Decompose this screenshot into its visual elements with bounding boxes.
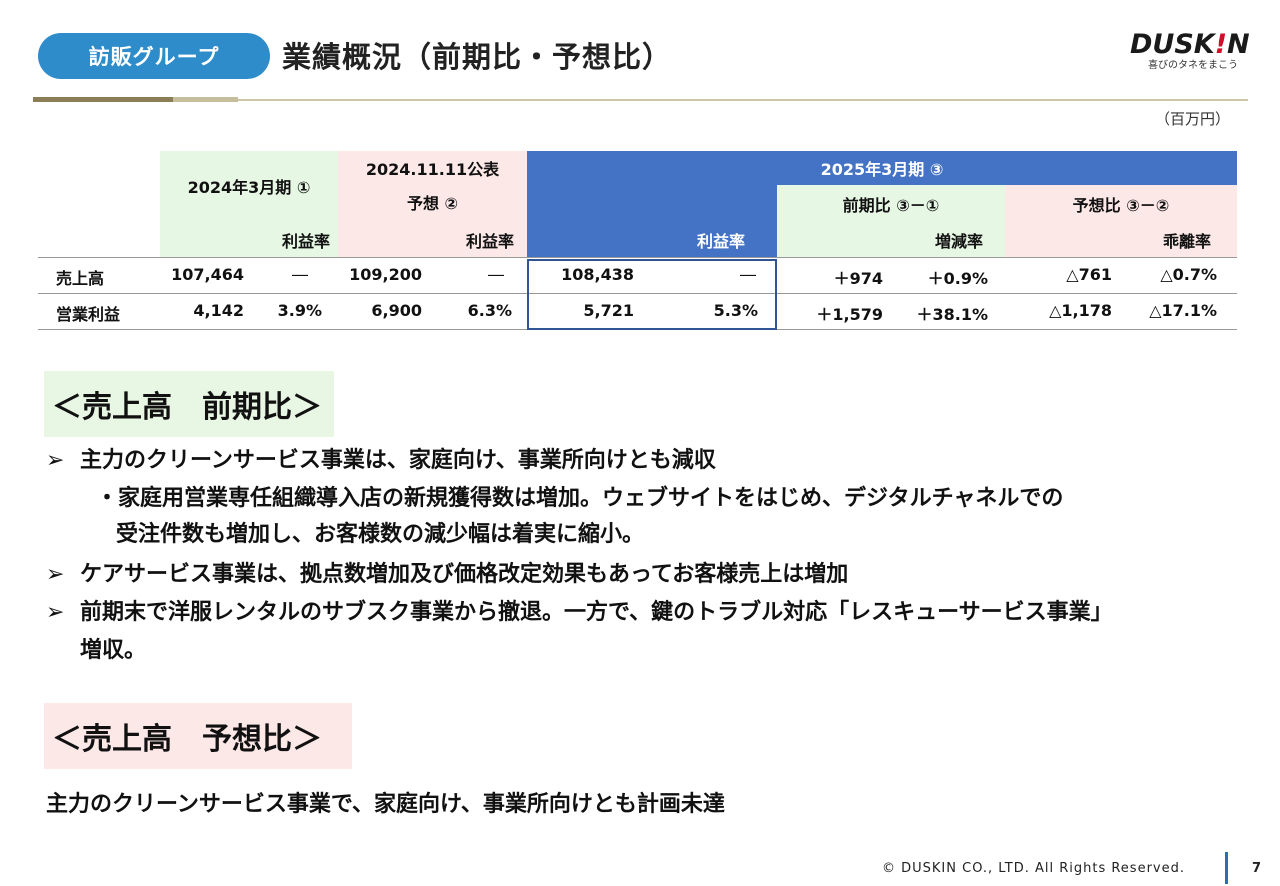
copyright: © DUSKIN CO., LTD. All Rights Reserved. — [882, 861, 1185, 876]
arrow-bullet-icon: ➢ — [46, 448, 65, 473]
header-rule-dark — [33, 97, 173, 102]
cell-yoy-rate: ＋38.1% — [916, 305, 988, 324]
row-label: 営業利益 — [56, 305, 121, 324]
duskin-logo: DUSK!N 喜びのタネをまこう — [1130, 30, 1250, 74]
performance-table: 2024年3月期 ① 2024.11.11公表 予想 ② 2025年3月期 ③ … — [38, 151, 1237, 331]
row-label: 売上高 — [56, 269, 105, 288]
cell-2024-margin: ― — [292, 265, 308, 284]
section-heading-yoy: ＜売上高 前期比＞ — [44, 371, 334, 437]
cell-fc-rate: △17.1% — [1149, 301, 1217, 320]
cell-2025-margin: ― — [740, 265, 756, 284]
header-rule-mid — [173, 97, 238, 102]
section-heading-vs-forecast: ＜売上高 予想比＞ — [44, 703, 352, 769]
page-title: 業績概況（前期比・予想比） — [282, 40, 673, 74]
logo-tagline: 喜びのタネをまこう — [1148, 60, 1238, 71]
cell-2024-margin: 3.9% — [277, 301, 322, 320]
cell-yoy-rate: ＋0.9% — [927, 269, 988, 288]
arrow-bullet-icon: ➢ — [46, 562, 65, 587]
cell-yoy-value: ＋1,579 — [816, 305, 883, 324]
bullet-subitem: ・家庭用営業専任組織導入店の新規獲得数は増加。ウェブサイトをはじめ、デジタルチャ… — [96, 486, 1064, 511]
header-rule-thin — [238, 99, 1248, 101]
row-divider — [38, 257, 1237, 258]
bullet-item-cont: 増収。 — [80, 638, 147, 663]
cell-yoy-value: ＋974 — [833, 269, 883, 288]
cell-fc-value: △761 — [1066, 265, 1112, 284]
cell-2024-value: 4,142 — [193, 301, 244, 320]
cell-forecast-value: 109,200 — [349, 265, 422, 284]
arrow-bullet-icon: ➢ — [46, 600, 65, 625]
subheader-margin-2024: 利益率 — [281, 232, 330, 251]
cell-forecast-margin: 6.3% — [467, 301, 512, 320]
cell-2024-value: 107,464 — [171, 265, 244, 284]
group-label-pill: 訪販グループ — [38, 33, 270, 79]
header-yoy: 前期比 ③－① — [842, 196, 940, 215]
subheader-change-rate: 増減率 — [934, 232, 983, 251]
subheader-margin-2025: 利益率 — [696, 232, 745, 251]
row-divider — [38, 293, 1237, 294]
header-vs-forecast: 予想比 ③－② — [1072, 196, 1170, 215]
header-2024: 2024年3月期 ① — [187, 178, 311, 197]
header-forecast-line2: 予想 ② — [406, 194, 459, 213]
cell-2025-value: 5,721 — [583, 301, 634, 320]
footer-divider — [1225, 852, 1228, 884]
cell-fc-value: △1,178 — [1049, 301, 1112, 320]
bullet-item: ➢ ケアサービス事業は、拠点数増加及び価格改定効果もあってお客様売上は増加 — [46, 562, 849, 587]
header-forecast-line1: 2024.11.11公表 — [365, 160, 500, 179]
header-yoy-bg — [777, 185, 1005, 257]
header-forecast-bg — [338, 151, 527, 257]
bullet-item: ➢ 主力のクリーンサービス事業は、家庭向け、事業所向けとも減収 — [46, 448, 716, 473]
header-2025-bg — [527, 151, 1237, 185]
bullet-item: ➢ 前期末で洋服レンタルのサブスク事業から撤退。一方で、鍵のトラブル対応「レスキュ… — [46, 600, 1113, 625]
cell-2025-value: 108,438 — [561, 265, 634, 284]
cell-forecast-value: 6,900 — [371, 301, 422, 320]
header-2024-bg — [160, 151, 338, 257]
header-2025-margin-bg — [527, 185, 777, 257]
header-2025: 2025年3月期 ③ — [820, 160, 944, 179]
subheader-margin-forecast: 利益率 — [465, 232, 514, 251]
logo-wordmark: DUSK!N — [1130, 29, 1250, 60]
cell-forecast-margin: ― — [488, 265, 504, 284]
subheader-deviation-rate: 乖離率 — [1162, 232, 1211, 251]
bullet-subitem-cont: 受注件数も増加し、お客様数の減少幅は着実に縮小。 — [116, 522, 645, 547]
section2-text: 主力のクリーンサービス事業で、家庭向け、事業所向けとも計画未達 — [46, 792, 725, 817]
cell-2025-margin: 5.3% — [713, 301, 758, 320]
header-vs-forecast-bg — [1005, 185, 1237, 257]
page-number: 7 — [1252, 861, 1262, 876]
cell-fc-rate: △0.7% — [1160, 265, 1217, 284]
highlight-2025-box — [527, 259, 777, 330]
unit-label: （百万円） — [1155, 110, 1231, 128]
